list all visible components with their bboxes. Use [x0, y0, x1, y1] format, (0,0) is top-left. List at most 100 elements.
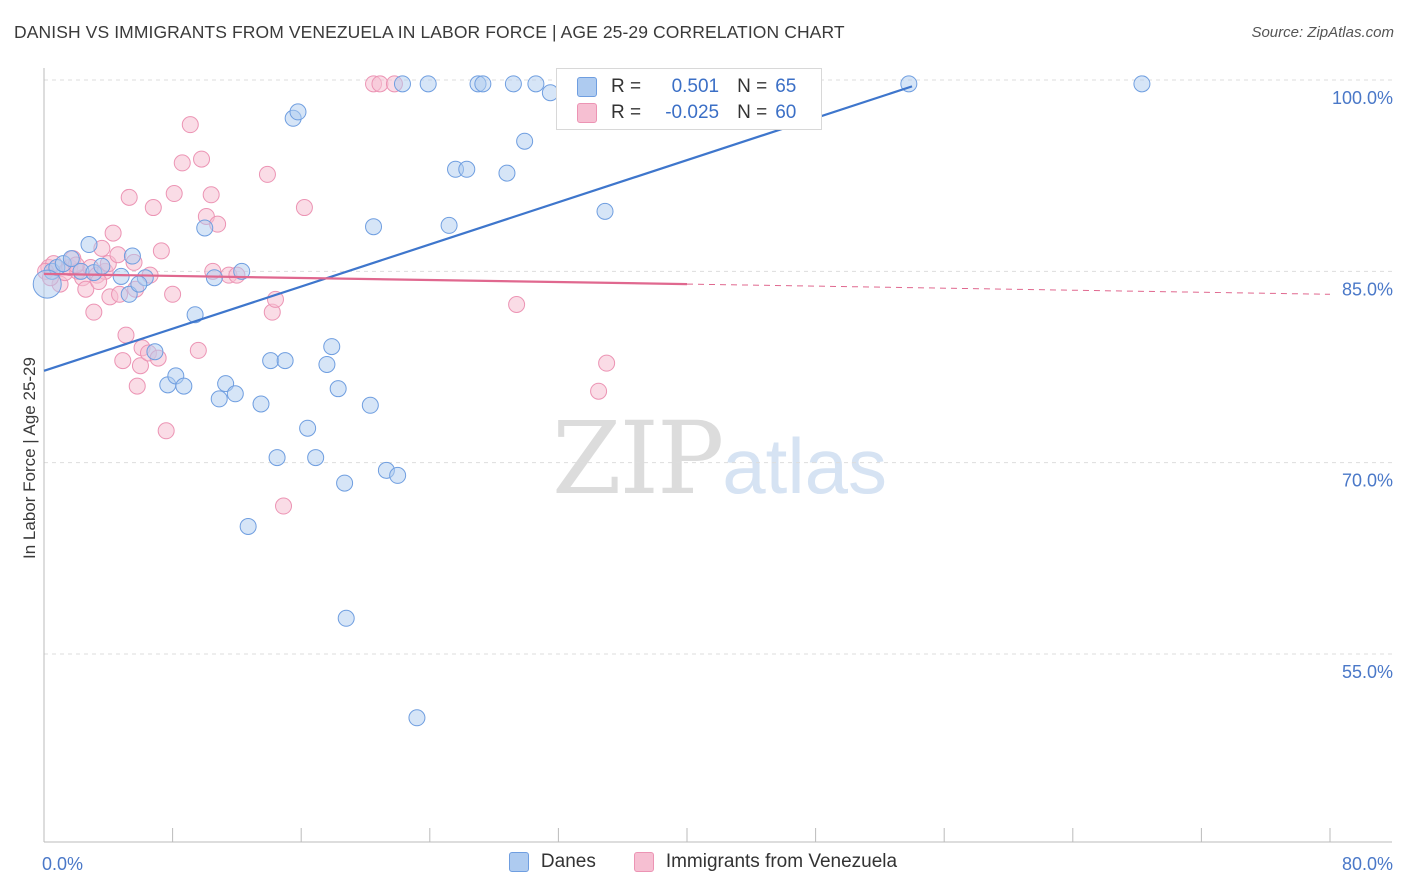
y-tick-label: 55.0%: [1342, 662, 1393, 682]
danes-point: [393, 75, 411, 93]
trend-lines: [43, 85, 1331, 372]
legend-item-venezuela[interactable]: Immigrants from Venezuela: [633, 851, 898, 873]
venezuela-swatch: [577, 103, 597, 123]
danes-point: [80, 236, 98, 254]
danes-point: [458, 160, 476, 178]
venezuela-trend-extension: [686, 283, 1331, 295]
danes-point: [252, 395, 270, 413]
venezuela-point: [202, 186, 220, 204]
venezuela-point: [131, 357, 149, 375]
danes-point: [474, 75, 492, 93]
grid-lines: [44, 79, 1392, 655]
venezuela-r-value: -0.025: [665, 102, 720, 123]
danes-legend-label: Danes: [540, 851, 596, 872]
danes-point: [361, 396, 379, 414]
danes-point: [62, 250, 80, 268]
danes-point: [175, 377, 193, 395]
watermark-atlas: atlas: [722, 422, 888, 510]
danes-point: [323, 338, 341, 356]
venezuela-point: [258, 165, 276, 183]
danes-point: [337, 609, 355, 627]
danes-point: [233, 262, 251, 280]
y-tick-label: 100.0%: [1332, 88, 1393, 108]
axes: [43, 68, 1392, 843]
danes-point: [186, 306, 204, 324]
danes-r-label: R =: [611, 76, 642, 97]
danes-legend-swatch: [508, 852, 529, 872]
danes-point: [268, 449, 286, 467]
danes-point: [389, 466, 407, 484]
venezuela-point: [128, 377, 146, 395]
legend-row-danes: R = 0.501 N = 65: [577, 74, 796, 100]
venezuela-point: [104, 224, 122, 242]
venezuela-legend-label: Immigrants from Venezuela: [665, 851, 898, 872]
danes-point: [210, 390, 228, 408]
danes-r-value: 0.501: [671, 76, 720, 97]
legend-item-danes[interactable]: Danes: [508, 851, 596, 873]
danes-point: [329, 380, 347, 398]
watermark: ZIPatlas: [552, 400, 887, 517]
venezuela-point: [295, 199, 313, 217]
chart-source: Source: ZipAtlas.com: [1251, 24, 1394, 41]
tick-labels: 100.0% 85.0% 70.0% 55.0% 0.0% 80.0%: [42, 88, 1393, 874]
legend-row-venezuela: R = -0.025 N = 60: [577, 100, 796, 126]
danes-point: [504, 75, 522, 93]
danes-point: [93, 257, 111, 275]
venezuela-point: [117, 326, 135, 344]
venezuela-point: [114, 352, 132, 370]
danes-point: [516, 132, 534, 150]
danes-point: [408, 709, 426, 727]
venezuela-point: [77, 280, 95, 298]
venezuela-point: [144, 199, 162, 217]
venezuela-n-label: N =: [737, 102, 768, 123]
danes-point: [239, 517, 257, 535]
venezuela-point: [598, 354, 616, 372]
venezuela-point: [85, 303, 103, 321]
venezuela-n-value: 60: [775, 102, 797, 123]
danes-point: [365, 218, 383, 236]
venezuela-point: [109, 246, 127, 264]
y-tick-label: 85.0%: [1342, 279, 1393, 299]
venezuela-point: [189, 341, 207, 359]
watermark-zip: ZIP: [552, 400, 724, 517]
stats-legend: R = 0.501 N = 65 R = -0.025 N = 60: [556, 68, 822, 130]
venezuela-point: [152, 242, 170, 260]
x-tick-label: 0.0%: [42, 854, 83, 874]
danes-point: [527, 75, 545, 93]
y-tick-label: 70.0%: [1342, 471, 1393, 491]
x-tick-label: 80.0%: [1342, 854, 1393, 874]
danes-point: [419, 75, 437, 93]
venezuela-point: [164, 285, 182, 303]
danes-points: [32, 75, 1151, 727]
danes-point: [262, 352, 280, 370]
danes-point: [596, 202, 614, 220]
danes-point: [146, 343, 164, 361]
danes-point: [32, 269, 62, 299]
danes-point: [498, 164, 516, 182]
venezuela-point: [193, 150, 211, 168]
danes-swatch: [577, 77, 597, 97]
venezuela-trend-line: [43, 272, 688, 286]
venezuela-point: [165, 185, 183, 203]
danes-point: [299, 419, 317, 437]
series-legend: Danes Immigrants from Venezuela: [0, 851, 1406, 873]
danes-point: [130, 275, 148, 293]
danes-n-value: 65: [775, 76, 797, 97]
danes-point: [123, 247, 141, 265]
venezuela-point: [508, 295, 526, 313]
danes-point: [318, 355, 336, 373]
danes-point: [196, 219, 214, 237]
venezuela-point: [157, 422, 175, 440]
venezuela-point: [371, 75, 389, 93]
danes-point: [276, 352, 294, 370]
danes-point: [112, 267, 130, 285]
venezuela-point: [275, 497, 293, 515]
chart-title: DANISH VS IMMIGRANTS FROM VENEZUELA IN L…: [14, 22, 845, 42]
danes-point: [226, 385, 244, 403]
venezuela-point: [120, 188, 138, 206]
danes-point: [336, 474, 354, 492]
danes-point: [307, 449, 325, 467]
venezuela-r-label: R =: [611, 102, 642, 123]
danes-point: [289, 103, 307, 121]
